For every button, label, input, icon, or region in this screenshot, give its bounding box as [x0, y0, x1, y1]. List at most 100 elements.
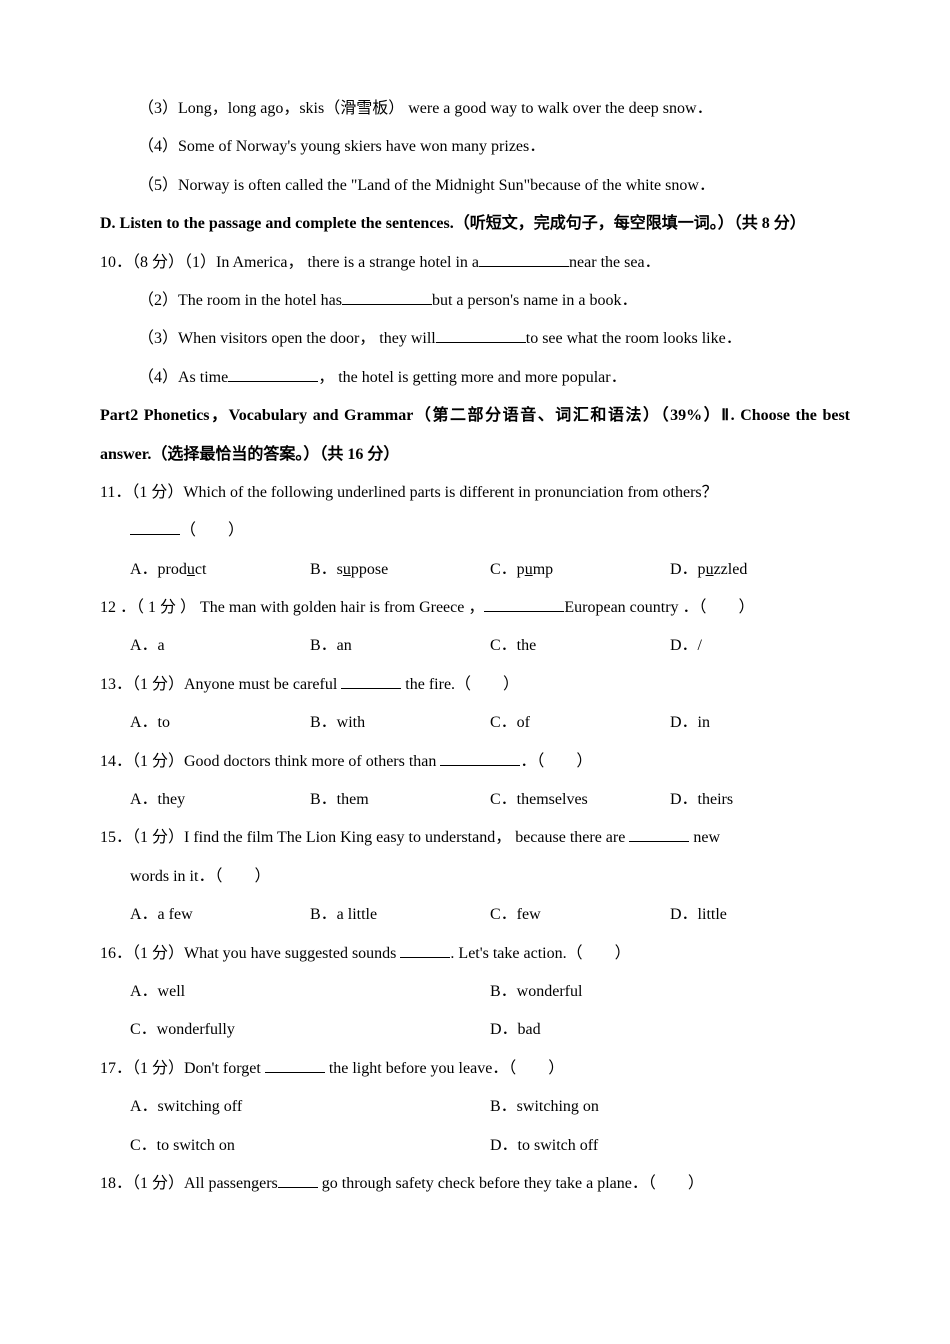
- q13-option-c[interactable]: C．of: [490, 704, 670, 742]
- q9-item-4: （4）Some of Norway's young skiers have wo…: [100, 128, 850, 166]
- q13-option-d[interactable]: D．in: [670, 704, 850, 742]
- q11-au: u: [187, 561, 195, 578]
- q11-answer-blank[interactable]: [130, 518, 180, 535]
- q17-option-a[interactable]: A．switching off: [130, 1088, 490, 1126]
- q10-part-2: （2）The room in the hotel has but a person…: [100, 282, 850, 320]
- q14-s2: ．（ ）: [520, 753, 592, 770]
- q16-options-row1: A．well B．wonderful: [100, 973, 850, 1011]
- q12-option-a[interactable]: A．a: [130, 627, 310, 665]
- q16-option-b[interactable]: B．wonderful: [490, 973, 850, 1011]
- q17-option-c[interactable]: C．to switch on: [130, 1127, 490, 1165]
- q12-option-c[interactable]: C．the: [490, 627, 670, 665]
- section-d-heading: D. Listen to the passage and complete th…: [100, 205, 850, 243]
- q16-stem: 16．（1 分）What you have suggested sounds .…: [100, 935, 850, 973]
- q11-du: u: [706, 561, 714, 578]
- q17-options-row1: A．switching off B．switching on: [100, 1088, 850, 1126]
- q10-2b: but a person's name in a book．: [432, 292, 638, 309]
- q17-blank[interactable]: [265, 1056, 325, 1073]
- q14-option-c[interactable]: C．themselves: [490, 781, 670, 819]
- q12-s2: European country ．（ ）: [564, 599, 754, 616]
- q10-part-1: 10．（8 分）（1）In America， there is a strang…: [100, 244, 850, 282]
- part2-heading: Part2 Phonetics，Vocabulary and Grammar（第…: [100, 397, 850, 474]
- q14-options: A．they B．them C．themselves D．theirs: [100, 781, 850, 819]
- q15-option-d[interactable]: D．little: [670, 896, 850, 934]
- q10-blank-2[interactable]: [342, 288, 432, 305]
- q15-s2: new: [689, 829, 720, 846]
- q11-option-c[interactable]: C．pump: [490, 551, 670, 589]
- q16-s1: 16．（1 分）What you have suggested sounds: [100, 945, 400, 962]
- q11-stem: 11．（1 分）Which of the following underline…: [100, 474, 850, 512]
- q11-options: A．product B．suppose C．pump D．puzzled: [100, 551, 850, 589]
- q10-4a: （4）As time: [138, 369, 228, 386]
- q12-blank[interactable]: [484, 595, 564, 612]
- q11-option-d[interactable]: D．puzzled: [670, 551, 850, 589]
- q10-3b: to see what the room looks like．: [526, 330, 742, 347]
- q12-stem: 12 ．（ 1 分 ） The man with golden hair is …: [100, 589, 850, 627]
- q17-stem: 17．（1 分）Don't forget the light before yo…: [100, 1050, 850, 1088]
- q15-options: A．a few B．a little C．few D．little: [100, 896, 850, 934]
- q11-paren: （ ）: [100, 512, 850, 550]
- q13-option-b[interactable]: B．with: [310, 704, 490, 742]
- q14-s1: 14．（1 分）Good doctors think more of other…: [100, 753, 440, 770]
- q9-item-5: （5）Norway is often called the "Land of t…: [100, 167, 850, 205]
- q11-option-a[interactable]: A．product: [130, 551, 310, 589]
- q16-option-a[interactable]: A．well: [130, 973, 490, 1011]
- q11-c2: mp: [533, 561, 553, 578]
- q10-4b: ， the hotel is getting more and more pop…: [318, 369, 626, 386]
- q16-option-c[interactable]: C．wonderfully: [130, 1011, 490, 1049]
- q10-blank-1[interactable]: [479, 250, 569, 267]
- q11-d2: zzled: [714, 561, 748, 578]
- q14-option-d[interactable]: D．theirs: [670, 781, 850, 819]
- q10-part-4: （4）As time ， the hotel is getting more an…: [100, 359, 850, 397]
- q13-blank[interactable]: [341, 672, 401, 689]
- q18-s2: go through safety check before they take…: [318, 1175, 704, 1192]
- q14-blank[interactable]: [440, 749, 520, 766]
- q15-option-b[interactable]: B．a little: [310, 896, 490, 934]
- q12-option-d[interactable]: D．/: [670, 627, 850, 665]
- q10-1a: 10．（8 分）（1）In America， there is a strang…: [100, 254, 479, 271]
- q13-s1: 13．（1 分）Anyone must be careful: [100, 676, 341, 693]
- q10-2a: （2）The room in the hotel has: [138, 292, 342, 309]
- q15-blank[interactable]: [629, 825, 689, 842]
- q16-blank[interactable]: [400, 941, 450, 958]
- q11-c1: C．p: [490, 561, 525, 578]
- q18-s1: 18．（1 分）All passengers: [100, 1175, 278, 1192]
- q15-stem: 15．（1 分）I find the film The Lion King ea…: [100, 819, 850, 857]
- q10-blank-3[interactable]: [436, 326, 526, 343]
- q16-options-row2: C．wonderfully D．bad: [100, 1011, 850, 1049]
- q12-s1: 12 ．（ 1 分 ） The man with golden hair is …: [100, 599, 484, 616]
- q14-stem: 14．（1 分）Good doctors think more of other…: [100, 743, 850, 781]
- q10-blank-4[interactable]: [228, 365, 318, 382]
- q17-options-row2: C．to switch on D．to switch off: [100, 1127, 850, 1165]
- q11-b2: ppose: [351, 561, 388, 578]
- q11-option-b[interactable]: B．suppose: [310, 551, 490, 589]
- q14-option-a[interactable]: A．they: [130, 781, 310, 819]
- q17-s1: 17．（1 分）Don't forget: [100, 1060, 265, 1077]
- q17-s2: the light before you leave．（ ）: [325, 1060, 565, 1077]
- q12-options: A．a B．an C．the D．/: [100, 627, 850, 665]
- q13-option-a[interactable]: A．to: [130, 704, 310, 742]
- q11-a2: ct: [195, 561, 207, 578]
- q13-s2: the fire.（ ）: [401, 676, 519, 693]
- q14-option-b[interactable]: B．them: [310, 781, 490, 819]
- q11-a1: A．prod: [130, 561, 187, 578]
- q9-item-3: （3）Long，long ago，skis（滑雪板） were a good w…: [100, 90, 850, 128]
- q10-3a: （3）When visitors open the door， they wil…: [138, 330, 436, 347]
- q10-part-3: （3）When visitors open the door， they wil…: [100, 320, 850, 358]
- q11-b1: B．s: [310, 561, 343, 578]
- q16-s2: . Let's take action.（ ）: [450, 945, 630, 962]
- q15-option-c[interactable]: C．few: [490, 896, 670, 934]
- q15-option-a[interactable]: A．a few: [130, 896, 310, 934]
- q10-1b: near the sea．: [569, 254, 661, 271]
- q18-stem: 18．（1 分）All passengers go through safety…: [100, 1165, 850, 1203]
- q15-s1: 15．（1 分）I find the film The Lion King ea…: [100, 829, 629, 846]
- q11-cu: u: [525, 561, 533, 578]
- q11-paren-text: （ ）: [180, 522, 244, 539]
- q16-option-d[interactable]: D．bad: [490, 1011, 850, 1049]
- q18-blank[interactable]: [278, 1171, 318, 1188]
- q15-stem-line2: words in it．（ ）: [100, 858, 850, 896]
- q17-option-d[interactable]: D．to switch off: [490, 1127, 850, 1165]
- q11-d1: D．p: [670, 561, 706, 578]
- q17-option-b[interactable]: B．switching on: [490, 1088, 850, 1126]
- q12-option-b[interactable]: B．an: [310, 627, 490, 665]
